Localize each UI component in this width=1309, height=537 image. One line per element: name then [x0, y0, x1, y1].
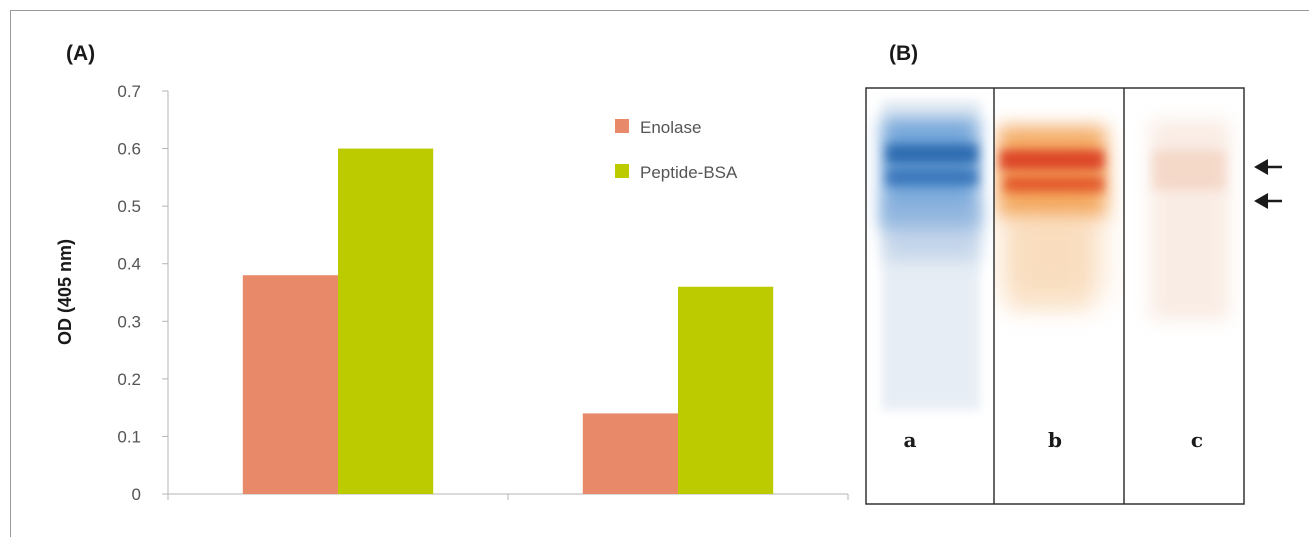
legend-label: Enolase	[640, 118, 701, 137]
chart-legend: Enolase Peptide-BSA	[615, 118, 738, 182]
y-tick-label: 0.3	[117, 312, 141, 331]
bar-chart: 0 0.1 0.2 0.3 0.4 0.5 0.6 0.7 OD (405 nm) Enola…	[55, 82, 849, 504]
y-tick-label: 0.6	[117, 140, 141, 159]
y-tick-labels: 0 0.1 0.2 0.3 0.4 0.5 0.6 0.7	[117, 82, 141, 504]
blot-image: a b c	[865, 87, 1282, 505]
lane-label-a: a	[904, 428, 917, 452]
blot-lane-c-stain	[1150, 120, 1230, 320]
panel-b-label: (B)	[889, 42, 919, 65]
legend-label: Peptide-BSA	[640, 163, 738, 182]
legend-swatch	[615, 164, 629, 178]
left-arrow-icon	[1254, 159, 1282, 175]
y-tick-label: 0.5	[117, 197, 141, 216]
figure-border-left	[10, 10, 11, 537]
y-tick-label: 0.1	[117, 427, 141, 446]
y-tick-label: 0.4	[117, 255, 141, 274]
y-axis-label: OD (405 nm)	[55, 239, 75, 345]
y-tick-label: 0	[132, 485, 141, 504]
y-tick-label: 0.2	[117, 370, 141, 389]
lane-label-b: b	[1048, 428, 1062, 452]
bar-enolase-1	[242, 275, 338, 494]
blot-lane-a-stain	[882, 100, 980, 410]
panel-a-label: (A)	[66, 42, 96, 65]
left-arrow-icon	[1254, 193, 1282, 209]
figure-border-top	[10, 10, 1309, 11]
bar-peptide-bsa-2	[678, 286, 774, 494]
bar-enolase-2	[582, 413, 678, 494]
blot-lane-b-stain	[998, 126, 1106, 310]
y-tick-label: 0.7	[117, 82, 141, 101]
bar-peptide-bsa-1	[338, 148, 434, 495]
lane-label-c: c	[1191, 428, 1203, 452]
chart-bars	[242, 148, 774, 495]
legend-swatch	[615, 119, 629, 133]
